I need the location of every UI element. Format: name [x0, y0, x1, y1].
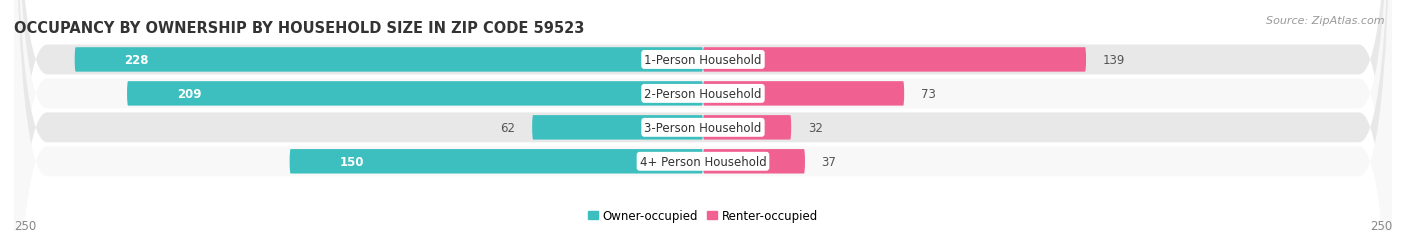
- FancyBboxPatch shape: [703, 82, 904, 106]
- Text: 139: 139: [1102, 54, 1125, 67]
- Text: 1-Person Household: 1-Person Household: [644, 54, 762, 67]
- FancyBboxPatch shape: [14, 0, 1392, 231]
- Text: 62: 62: [501, 121, 516, 134]
- FancyBboxPatch shape: [14, 0, 1392, 231]
- Text: 250: 250: [14, 219, 37, 231]
- Text: Source: ZipAtlas.com: Source: ZipAtlas.com: [1267, 16, 1385, 26]
- Text: 73: 73: [921, 88, 935, 100]
- Text: OCCUPANCY BY OWNERSHIP BY HOUSEHOLD SIZE IN ZIP CODE 59523: OCCUPANCY BY OWNERSHIP BY HOUSEHOLD SIZE…: [14, 21, 585, 36]
- Text: 3-Person Household: 3-Person Household: [644, 121, 762, 134]
- FancyBboxPatch shape: [703, 149, 806, 174]
- Text: 250: 250: [1369, 219, 1392, 231]
- FancyBboxPatch shape: [531, 116, 703, 140]
- FancyBboxPatch shape: [290, 149, 703, 174]
- FancyBboxPatch shape: [14, 0, 1392, 231]
- FancyBboxPatch shape: [75, 48, 703, 72]
- Text: 4+ Person Household: 4+ Person Household: [640, 155, 766, 168]
- Text: 228: 228: [124, 54, 149, 67]
- FancyBboxPatch shape: [703, 116, 792, 140]
- FancyBboxPatch shape: [703, 48, 1085, 72]
- Text: 2-Person Household: 2-Person Household: [644, 88, 762, 100]
- FancyBboxPatch shape: [127, 82, 703, 106]
- Text: 32: 32: [807, 121, 823, 134]
- Text: 37: 37: [821, 155, 837, 168]
- FancyBboxPatch shape: [14, 0, 1392, 231]
- Text: 150: 150: [339, 155, 364, 168]
- Legend: Owner-occupied, Renter-occupied: Owner-occupied, Renter-occupied: [583, 205, 823, 227]
- Text: 209: 209: [177, 88, 201, 100]
